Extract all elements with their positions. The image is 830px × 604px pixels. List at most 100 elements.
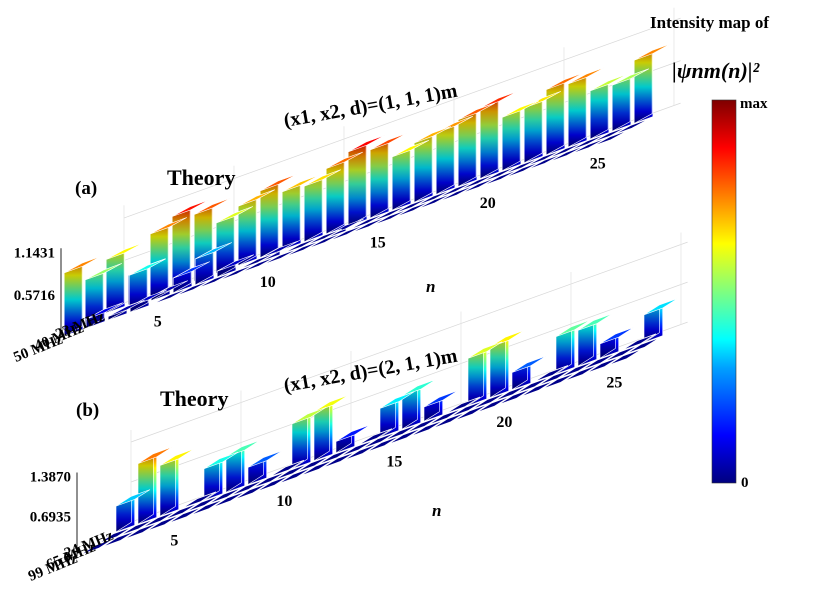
bar xyxy=(585,356,621,374)
bar-top xyxy=(585,356,621,374)
bar-top xyxy=(251,471,287,489)
bar xyxy=(255,475,291,493)
bar-top xyxy=(480,91,517,109)
colorbar-gradient xyxy=(711,99,737,484)
bar xyxy=(555,319,591,375)
bar-top xyxy=(533,365,569,383)
bar xyxy=(233,482,269,501)
panel-a-annotation: Theory xyxy=(167,165,235,190)
bar-top xyxy=(306,232,343,250)
bar xyxy=(457,102,495,188)
bar xyxy=(567,67,605,148)
bar-top xyxy=(119,518,155,536)
panel-b-annotation: Theory xyxy=(160,386,228,411)
panel-b-xlabel: n xyxy=(432,501,441,520)
bar xyxy=(482,169,519,187)
bar xyxy=(503,157,540,175)
bar xyxy=(299,459,335,477)
bar xyxy=(207,487,243,505)
bar-top xyxy=(79,538,115,556)
bar-top xyxy=(460,177,497,195)
bar xyxy=(459,173,496,191)
bar xyxy=(123,522,159,540)
bar-top xyxy=(416,192,453,210)
bar xyxy=(437,181,474,199)
bar-top xyxy=(225,440,261,458)
bar xyxy=(537,368,573,386)
bar-top xyxy=(326,151,363,169)
panel-b-params: (x1, x2, d)=(2, 1, 1)m xyxy=(282,345,459,397)
bar-top xyxy=(599,327,635,345)
bar-top xyxy=(394,200,431,218)
bar-top xyxy=(194,197,231,215)
bar-side xyxy=(523,97,543,164)
bar xyxy=(305,228,342,246)
bar-top xyxy=(371,205,408,223)
bar-top xyxy=(625,337,661,355)
bar-top xyxy=(86,302,123,320)
bar xyxy=(216,254,254,278)
bar-top xyxy=(365,435,401,453)
bar xyxy=(475,396,511,414)
colorbar-max-label: max xyxy=(740,96,768,112)
bar-top xyxy=(525,149,562,167)
bar-top xyxy=(471,392,507,410)
bar-top xyxy=(475,396,511,414)
bar-top xyxy=(196,271,233,289)
bar xyxy=(591,126,628,144)
bar-top xyxy=(64,256,101,274)
bar-top xyxy=(504,161,541,179)
bar-top xyxy=(401,379,437,397)
bar-top xyxy=(115,489,151,507)
bar-side xyxy=(137,453,154,525)
bar xyxy=(277,467,313,485)
bar-top xyxy=(370,133,407,151)
bar-side xyxy=(303,175,323,243)
bar xyxy=(581,352,617,371)
bar-side xyxy=(325,158,345,235)
bar xyxy=(325,151,363,235)
bar-top xyxy=(555,319,591,337)
bar-top xyxy=(387,427,423,445)
bar xyxy=(431,411,467,429)
colorbar-formula: |ψnm(n)|² xyxy=(672,58,760,83)
bar xyxy=(548,145,585,163)
bar-top xyxy=(591,126,628,144)
bar xyxy=(489,330,525,399)
bar xyxy=(471,392,507,410)
bar-top xyxy=(563,364,599,382)
bar xyxy=(194,242,232,286)
bar-top xyxy=(569,133,606,152)
bar xyxy=(607,348,643,366)
bar-side xyxy=(567,73,587,148)
bar-top xyxy=(189,498,225,516)
bar-top xyxy=(106,242,143,260)
bar-top xyxy=(240,256,277,274)
bar-top xyxy=(526,153,563,171)
bar xyxy=(438,184,475,203)
bar xyxy=(559,360,595,378)
bar xyxy=(545,72,583,156)
bar xyxy=(247,450,283,486)
bar-top xyxy=(321,451,357,469)
bar-top xyxy=(502,100,539,118)
bar-top xyxy=(255,475,291,493)
bar xyxy=(409,419,445,437)
bar-top xyxy=(229,479,265,497)
bar xyxy=(613,118,650,136)
bar xyxy=(592,129,629,147)
colorbar: Intensity map of |ψnm(n)|² max 0 xyxy=(650,13,769,491)
bar-top xyxy=(163,503,199,521)
bar-top xyxy=(392,140,429,158)
bar xyxy=(479,91,517,180)
panel-a-xlabel: n xyxy=(426,277,435,296)
bar-top xyxy=(568,67,605,85)
bar xyxy=(306,232,343,250)
colorbar-title: Intensity map of xyxy=(650,13,769,32)
bar xyxy=(401,379,437,430)
bar xyxy=(427,408,463,426)
bar xyxy=(284,240,321,258)
bar xyxy=(383,424,419,442)
